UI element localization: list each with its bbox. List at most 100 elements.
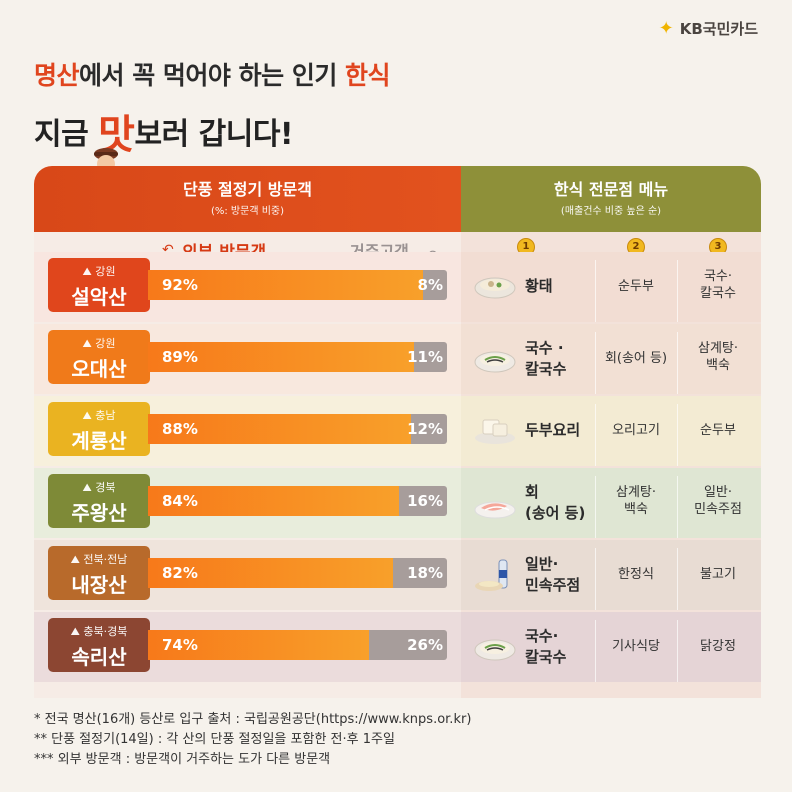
menu-header-subtitle: (매출건수 비중 높은 순) bbox=[560, 206, 662, 217]
region-label: ⛰ 전북·전남 bbox=[70, 553, 128, 566]
table-header-menu: 한식 전문점 메뉴 (매출건수 비중 높은 순) bbox=[461, 166, 761, 232]
outside-visitor-pct: 84% bbox=[162, 492, 198, 510]
kb-star-icon: ✦ bbox=[658, 18, 674, 39]
headline-text: 에서 꼭 먹어야 하는 인기 bbox=[79, 61, 346, 90]
menu-line: 황태 bbox=[525, 277, 553, 295]
menu-rank-1: 일반· 민속주점 bbox=[525, 554, 580, 596]
mountain-row: ⛰ 경북 주왕산 84% 16% 회 (송어 등) 삼계탕· 백숙 일반· 민속주점 bbox=[34, 468, 761, 538]
divider bbox=[677, 476, 678, 538]
menu-line: 백숙 bbox=[624, 502, 648, 517]
menu-line: 삼계탕· bbox=[615, 485, 656, 500]
headline-line1: 명산에서 꼭 먹어야 하는 인기 한식 bbox=[34, 56, 391, 92]
divider bbox=[677, 404, 678, 466]
menu-rank-3: 국수· 칼국수 bbox=[679, 268, 757, 302]
divider bbox=[595, 476, 596, 538]
menu-rank-3: 불고기 bbox=[679, 566, 757, 583]
headline-text-c: 보러 갑니다! bbox=[134, 117, 294, 152]
region-label: ⛰ 충남 bbox=[82, 409, 116, 422]
menu-line: 삼계탕· bbox=[697, 341, 738, 356]
outside-visitor-bar-fill bbox=[148, 414, 411, 444]
menu-cells: 국수· 칼국수 기사식당 닭강정 bbox=[461, 612, 761, 682]
menu-line: 순두부 bbox=[700, 423, 736, 438]
sashimi-plate-icon bbox=[473, 486, 517, 522]
menu-line: 칼국수 bbox=[525, 360, 567, 378]
menu-rank-2: 순두부 bbox=[597, 278, 675, 295]
mountain-peak-icon: ⛰ bbox=[82, 481, 92, 494]
menu-line: 두부요리 bbox=[525, 421, 581, 439]
resident-pct: 8% bbox=[417, 276, 443, 294]
bottle-bowl-icon bbox=[473, 558, 517, 594]
region-label: ⛰ 강원 bbox=[82, 337, 116, 350]
visitor-bar: 82% 18% bbox=[148, 558, 447, 588]
menu-rank-1: 회 (송어 등) bbox=[525, 482, 585, 524]
mountain-name: 오대산 bbox=[71, 357, 127, 381]
divider bbox=[677, 260, 678, 322]
menu-line: 한정식 bbox=[618, 567, 654, 582]
menu-line: 백숙 bbox=[706, 358, 730, 373]
menu-line: 기사식당 bbox=[612, 639, 660, 654]
menu-rank-3: 삼계탕· 백숙 bbox=[679, 340, 757, 374]
menu-rank-1: 국수· 칼국수 bbox=[525, 626, 566, 668]
footnote-3: *** 외부 방문객 : 방문객이 거주하는 도가 다른 방문객 bbox=[34, 752, 331, 767]
menu-cells: 국수 · 칼국수 회(송어 등) 삼계탕· 백숙 bbox=[461, 324, 761, 394]
rank-medals: 1 2 3 bbox=[461, 238, 761, 264]
menu-line: 회 bbox=[525, 483, 539, 501]
resident-pct: 18% bbox=[407, 564, 443, 582]
headline-text-a: 지금 bbox=[34, 117, 99, 152]
menu-line: 닭강정 bbox=[700, 639, 736, 654]
mountain-name: 속리산 bbox=[71, 645, 127, 669]
menu-line: 국수· bbox=[703, 269, 733, 284]
menu-rank-3: 닭강정 bbox=[679, 638, 757, 655]
outside-visitor-pct: 92% bbox=[162, 276, 198, 294]
menu-cells: 황태 순두부 국수· 칼국수 bbox=[461, 252, 761, 322]
mountain-name: 계룡산 bbox=[71, 429, 127, 453]
menu-line: 일반· bbox=[525, 555, 559, 573]
brand-logo: ✦ KB국민카드 bbox=[659, 18, 758, 39]
outside-visitor-bar-fill bbox=[148, 342, 414, 372]
mountain-row: ⛰ 강원 설악산 92% 8% 황태 순두부 국수· 칼국수 bbox=[34, 252, 761, 322]
visitor-bar: 92% 8% bbox=[148, 270, 447, 300]
mountain-row: ⛰ 전북·전남 내장산 82% 18% 일반· 민속주점 한정식 불고기 bbox=[34, 540, 761, 610]
curved-arrow-left-icon: ↶ bbox=[162, 242, 174, 258]
divider bbox=[595, 620, 596, 682]
region-label: ⛰ 경북 bbox=[82, 481, 116, 494]
menu-line: 국수 · bbox=[525, 339, 564, 357]
divider bbox=[677, 620, 678, 682]
mountain-tag: ⛰ 전북·전남 내장산 bbox=[48, 546, 150, 600]
menu-line: 불고기 bbox=[700, 567, 736, 582]
menu-line: 민속주점 bbox=[525, 576, 581, 594]
outside-visitor-bar-fill bbox=[148, 270, 423, 300]
menu-line: 회(송어 등) bbox=[604, 351, 668, 366]
divider bbox=[677, 548, 678, 610]
mountain-name: 설악산 bbox=[71, 285, 127, 309]
headline-highlight-mountain: 명산 bbox=[34, 61, 80, 90]
menu-header-title: 한식 전문점 메뉴 bbox=[553, 180, 669, 199]
mountain-tag: ⛰ 강원 오대산 bbox=[48, 330, 150, 384]
mountain-row: ⛰ 충남 계룡산 88% 12% 두부요리 오리고기 순두부 bbox=[34, 396, 761, 466]
menu-line: 칼국수 bbox=[525, 648, 567, 666]
resident-pct: 11% bbox=[407, 348, 443, 366]
resident-pct: 16% bbox=[407, 492, 443, 510]
visitor-bar: 88% 12% bbox=[148, 414, 447, 444]
divider bbox=[595, 260, 596, 322]
noodle-bowl-icon bbox=[473, 342, 517, 378]
mountain-peak-icon: ⛰ bbox=[82, 265, 92, 278]
menu-rank-1: 두부요리 bbox=[525, 420, 580, 441]
mountain-peak-icon: ⛰ bbox=[70, 625, 80, 638]
menu-line: 순두부 bbox=[618, 279, 654, 294]
menu-rank-3: 순두부 bbox=[679, 422, 757, 439]
headline-highlight-hansik: 한식 bbox=[345, 61, 391, 90]
visitor-bar: 89% 11% bbox=[148, 342, 447, 372]
visitors-header-title: 단풍 절정기 방문객 bbox=[183, 180, 312, 199]
outside-visitor-pct: 82% bbox=[162, 564, 198, 582]
mountain-tag: ⛰ 충남 계룡산 bbox=[48, 402, 150, 456]
brand-name: KB국민카드 bbox=[679, 20, 758, 38]
divider bbox=[595, 332, 596, 394]
menu-line: 민속주점 bbox=[694, 502, 742, 517]
resident-pct: 12% bbox=[407, 420, 443, 438]
menu-line: (송어 등) bbox=[525, 504, 586, 522]
mountain-tag: ⛰ 강원 설악산 bbox=[48, 258, 150, 312]
resident-pct: 26% bbox=[407, 636, 443, 654]
outside-visitor-pct: 74% bbox=[162, 636, 198, 654]
mountain-name: 주왕산 bbox=[71, 501, 127, 525]
